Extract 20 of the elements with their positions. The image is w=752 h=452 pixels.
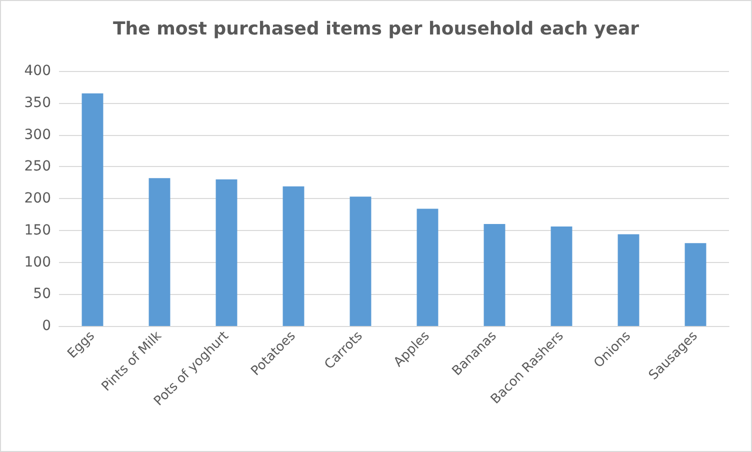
y-tick-label: 100 [24,254,51,270]
bar [684,243,706,326]
y-tick-label: 400 [24,63,51,79]
y-tick-label: 300 [24,126,51,143]
bar [148,178,170,326]
bar [550,226,572,326]
y-tick-label: 150 [24,222,51,238]
bar [82,93,104,326]
y-tick-label: 50 [33,286,51,302]
bar [216,179,238,326]
bar [484,224,506,326]
y-tick-label: 0 [42,318,51,334]
y-tick-label: 200 [24,190,51,206]
bar [350,196,372,326]
y-tick-label: 350 [24,94,51,111]
bar [618,234,640,326]
y-tick-label: 250 [24,158,51,175]
bar [416,208,438,326]
chart-title: The most purchased items per household each year [113,18,640,40]
bar [282,186,304,326]
